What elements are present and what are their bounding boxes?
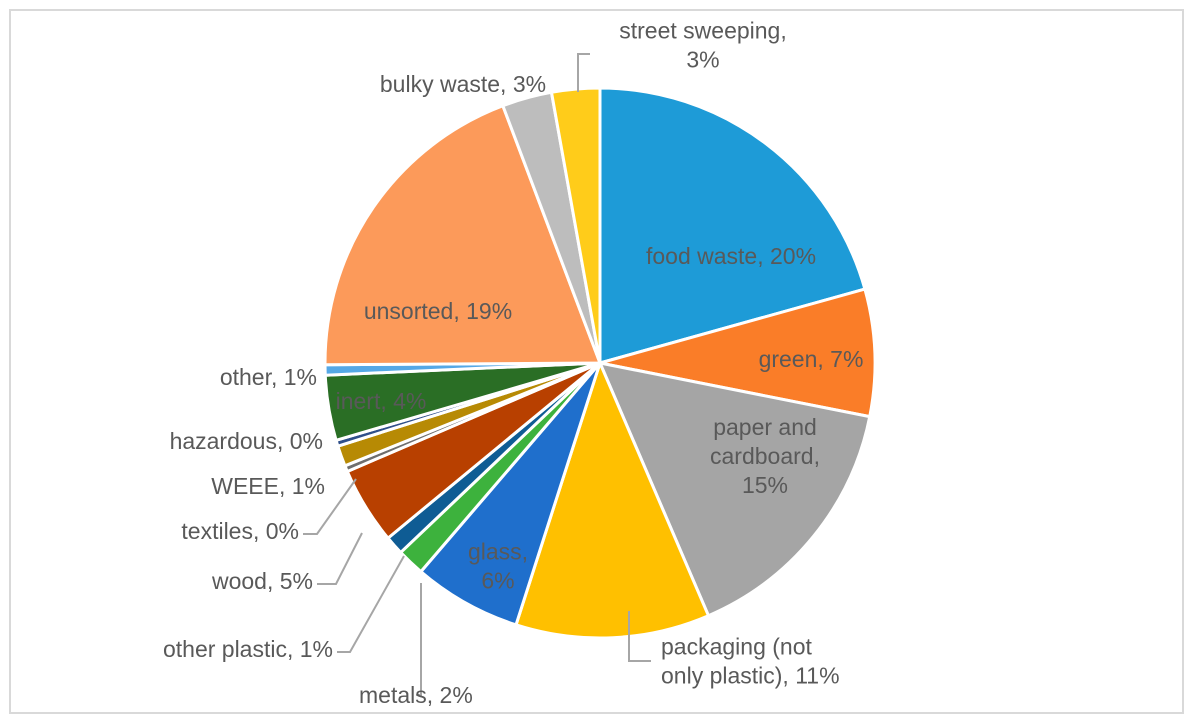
- leader-line: [577, 53, 590, 92]
- data-label: packaging (not: [661, 634, 812, 660]
- leader-line: [416, 583, 422, 696]
- slice-paper-and-cardboard: [598, 361, 872, 618]
- data-label: 6%: [481, 568, 514, 594]
- pie-chart: food waste, 20% green, 7% paper and cardboa…: [163, 18, 877, 709]
- leader-lines: [303, 53, 651, 696]
- slice-unsorted: [323, 104, 602, 367]
- data-label: metals, 2%: [359, 682, 473, 708]
- data-label: WEEE, 1%: [211, 473, 325, 499]
- data-label: paper and: [713, 414, 817, 440]
- data-label: other, 1%: [220, 364, 317, 390]
- data-label: inert, 4%: [336, 388, 427, 414]
- chart-frame: food waste, 20% green, 7% paper and cardboa…: [9, 9, 1184, 714]
- slice-labels: food waste, 20% green, 7% paper and cardboa…: [163, 18, 863, 709]
- leader-line: [303, 478, 357, 535]
- slice-street-sweeping: [549, 86, 602, 365]
- data-label: only plastic), 11%: [661, 663, 840, 689]
- pie-slices: [323, 86, 877, 640]
- data-label: textiles, 0%: [181, 518, 299, 544]
- data-label: hazardous, 0%: [170, 428, 323, 454]
- slice-packaging-not-only-plastic: [514, 361, 710, 640]
- data-label: glass,: [468, 539, 528, 565]
- leader-line: [317, 532, 363, 585]
- data-label: bulky waste, 3%: [380, 71, 546, 97]
- data-label: wood, 5%: [211, 568, 313, 594]
- slice-green: [598, 287, 877, 419]
- data-label: other plastic, 1%: [163, 636, 333, 662]
- data-label: unsorted, 19%: [364, 298, 512, 324]
- data-label: 3%: [686, 47, 719, 73]
- data-label: food waste, 20%: [646, 243, 816, 269]
- data-label: green, 7%: [759, 346, 864, 372]
- leader-line: [337, 555, 405, 653]
- slice-food-waste: [598, 86, 867, 365]
- data-label: street sweeping,: [619, 18, 786, 44]
- data-label: 15%: [742, 472, 788, 498]
- data-label: cardboard,: [710, 443, 820, 469]
- leader-line: [628, 611, 651, 662]
